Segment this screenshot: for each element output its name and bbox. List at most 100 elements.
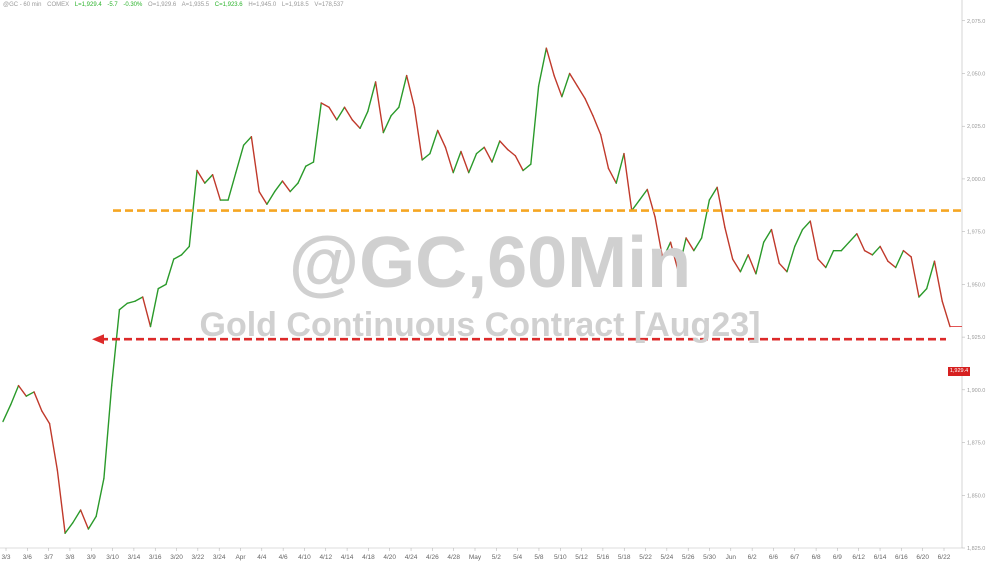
price-segment [413, 106, 423, 161]
price-segment [196, 169, 206, 184]
x-tick-label: 5/22 [639, 554, 652, 561]
price-segment [17, 384, 27, 397]
price-segment [336, 106, 346, 121]
exchange: COMEX [47, 2, 70, 8]
price-segment [351, 119, 361, 130]
x-tick-label: 3/3 [1, 554, 10, 561]
price-segment [926, 260, 936, 290]
price-segment [10, 384, 20, 406]
x-tick-label: 3/7 [44, 554, 53, 561]
x-tick-label: 3/9 [87, 554, 96, 561]
price-segment [522, 163, 532, 172]
price-segment [157, 283, 167, 290]
price-segment [654, 216, 664, 260]
price-segment [110, 308, 121, 387]
price-segment [273, 180, 284, 193]
price-segment [95, 477, 105, 518]
price-segment [118, 302, 128, 311]
price-segment [941, 300, 951, 328]
x-tick-label: 4/28 [447, 554, 460, 561]
price-segment [444, 146, 454, 174]
x-tick-label: 6/20 [916, 554, 929, 561]
price-segment [359, 110, 369, 130]
price-segment [475, 146, 485, 155]
price-segment [305, 161, 315, 167]
low-price: L=1,918.5 [281, 2, 309, 8]
last-price-label: 1,929.4 [948, 367, 970, 376]
x-tick-label: Apr [235, 554, 246, 561]
x-tick-label: 5/24 [661, 554, 674, 561]
price-segment [281, 180, 291, 193]
price-segment [173, 254, 183, 260]
price-segment [662, 241, 672, 260]
price-segment [631, 199, 641, 212]
price-segment [142, 296, 152, 328]
price-segment [188, 169, 198, 248]
x-tick-label: 5/12 [575, 554, 588, 561]
price-segment [731, 258, 742, 273]
price-segment [328, 106, 338, 121]
price-segment [126, 300, 136, 305]
symbol: @GC - 60 min [3, 2, 42, 8]
price-segment [584, 98, 594, 117]
price-segment [568, 72, 579, 87]
x-tick-label: 3/24 [213, 554, 226, 561]
price-segment [79, 509, 90, 530]
price-segment [576, 85, 586, 100]
price-segment [708, 186, 718, 201]
price-segment [801, 220, 811, 231]
price-segment [638, 188, 648, 201]
x-tick-label: 5/26 [682, 554, 695, 561]
price-segment [2, 403, 12, 423]
price-segment [514, 155, 524, 172]
price-segment [763, 228, 773, 243]
price-segment [227, 171, 237, 201]
price-segment [312, 102, 322, 163]
price-segment [599, 133, 610, 170]
price-segment [429, 129, 439, 155]
price-segment [367, 81, 377, 113]
x-tick-label: 5/4 [513, 554, 522, 561]
price-segment [840, 241, 850, 252]
open-price: O=1,929.6 [148, 2, 177, 8]
price-segment [739, 254, 749, 273]
price-segment [825, 249, 835, 269]
price-segment [817, 258, 827, 269]
price-segment [235, 144, 245, 174]
price-segment [700, 199, 711, 239]
price-segment [87, 515, 97, 530]
price-segment [561, 72, 571, 98]
x-tick-label: 5/18 [618, 554, 631, 561]
price-segment [848, 233, 858, 243]
x-tick-label: 6/22 [938, 554, 951, 561]
price-segment [460, 150, 470, 174]
price-segment [786, 245, 796, 273]
price-segment [165, 258, 175, 286]
x-tick-label: 5/16 [597, 554, 610, 561]
x-tick-label: 3/8 [65, 554, 74, 561]
volume: V=178,537 [314, 2, 344, 8]
price-segment [211, 174, 222, 201]
price-segment [204, 174, 214, 184]
price-segment [623, 152, 633, 212]
x-tick-label: 6/6 [769, 554, 778, 561]
price-segment [553, 74, 563, 98]
price-segment [149, 287, 159, 328]
x-tick-label: 4/14 [341, 554, 354, 561]
price-segment [499, 140, 509, 151]
price-segment [72, 509, 82, 524]
price-segment [607, 167, 617, 184]
y-tick-label: 2,025.0 [967, 124, 985, 130]
price-segment [933, 260, 943, 302]
price-segment [452, 150, 462, 174]
x-tick-label: 6/7 [790, 554, 799, 561]
y-tick-label: 2,050.0 [967, 71, 985, 77]
x-tick-label: Jun [726, 554, 737, 561]
price-segment [258, 190, 268, 205]
price-segment [48, 422, 59, 471]
price-segment [405, 74, 416, 108]
x-tick-label: May [469, 554, 482, 561]
price-segment [693, 237, 703, 252]
price-segment [910, 256, 920, 298]
